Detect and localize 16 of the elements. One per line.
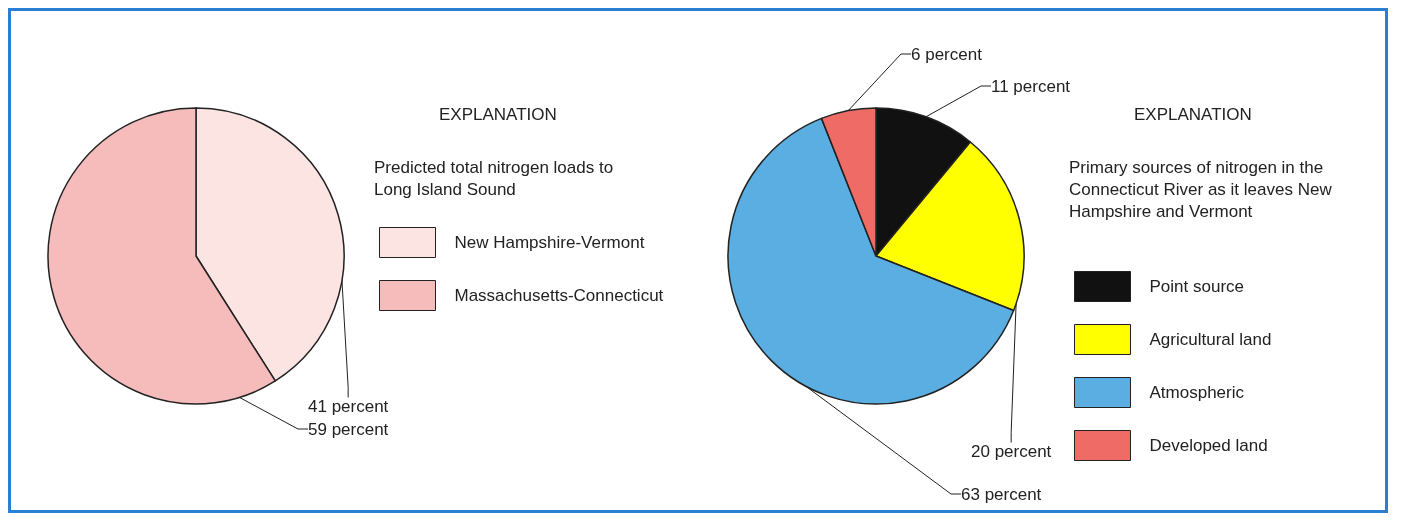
legend-label: Developed land: [1149, 436, 1268, 455]
data-label: 20 percent: [971, 441, 1052, 461]
legend-label: Massachusetts-Connecticut: [454, 286, 664, 305]
legend-title: Primary sources of nitrogen in the Connecticut River as it leaves New Hampshire and Vermont: [1069, 157, 1337, 221]
data-label: 41 percent: [308, 396, 389, 416]
legend-title: Predicted total nitrogen loads to Long Island Sound: [374, 157, 618, 199]
legend-label: Atmospheric: [1149, 383, 1245, 402]
data-label: 63 percent: [961, 484, 1042, 504]
data-label: 59 percent: [308, 419, 389, 439]
chart-title: EXPLANATION: [439, 105, 557, 124]
legend-label: Point source: [1149, 277, 1244, 296]
data-label: 6 percent: [911, 44, 983, 64]
data-label: 11 percent: [991, 76, 1071, 96]
legend-label: Agricultural land: [1149, 330, 1272, 349]
text: EXPLANATION: [1134, 105, 1252, 124]
legend-label: New Hampshire-Vermont: [454, 233, 645, 252]
